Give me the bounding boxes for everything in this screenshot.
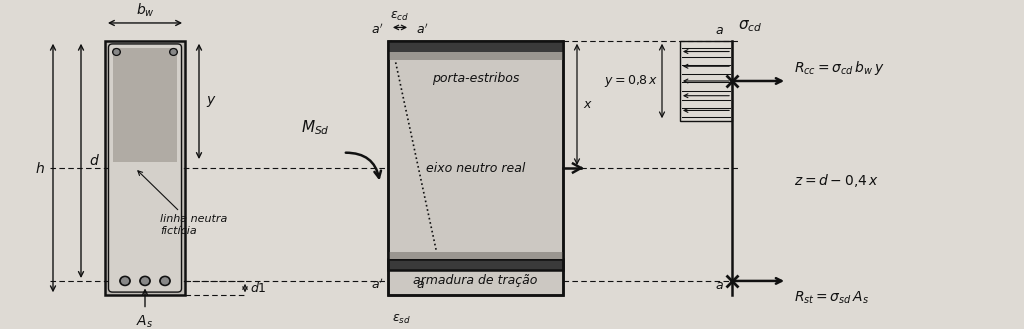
Text: $y$: $y$ <box>206 94 217 109</box>
Text: $a'$: $a'$ <box>372 277 384 292</box>
Bar <box>388 41 563 295</box>
Text: $z = d - 0{,}4\,x$: $z = d - 0{,}4\,x$ <box>794 172 879 190</box>
FancyBboxPatch shape <box>109 44 181 292</box>
Text: porta-estribos: porta-estribos <box>432 72 519 85</box>
Text: $a'$: $a'$ <box>416 23 428 37</box>
Text: $b_w$: $b_w$ <box>135 1 155 18</box>
Text: $x$: $x$ <box>583 98 593 111</box>
Text: $\sigma_{cd}$: $\sigma_{cd}$ <box>738 18 762 34</box>
Text: $y{=}0{,}8\,x$: $y{=}0{,}8\,x$ <box>603 73 658 89</box>
Text: $A_s$: $A_s$ <box>136 314 154 329</box>
Circle shape <box>160 276 170 286</box>
Circle shape <box>113 49 120 55</box>
Bar <box>105 41 185 295</box>
Text: $M_{Sd}$: $M_{Sd}$ <box>301 119 330 138</box>
Circle shape <box>170 49 177 55</box>
Text: $R_{cc} = \sigma_{cd}\,b_w\,y$: $R_{cc} = \sigma_{cd}\,b_w\,y$ <box>794 60 885 77</box>
Bar <box>388 52 563 60</box>
Bar <box>388 41 563 295</box>
Text: $\varepsilon_{cd}$: $\varepsilon_{cd}$ <box>390 10 410 23</box>
Bar <box>113 47 177 162</box>
Bar <box>388 41 563 52</box>
Text: $h$: $h$ <box>35 161 45 175</box>
Circle shape <box>171 50 176 54</box>
Circle shape <box>162 278 168 284</box>
Text: $d1$: $d1$ <box>250 281 266 295</box>
Text: $a$: $a$ <box>715 24 724 37</box>
Circle shape <box>141 278 148 284</box>
Text: armadura de tração: armadura de tração <box>414 273 538 287</box>
Circle shape <box>140 276 151 286</box>
Bar <box>388 252 563 259</box>
Text: linha neutra
fictícia: linha neutra fictícia <box>138 171 227 236</box>
Text: $R_{st} = \sigma_{sd}\,A_s$: $R_{st} = \sigma_{sd}\,A_s$ <box>794 290 869 306</box>
Bar <box>680 41 732 121</box>
Text: $a'$: $a'$ <box>372 23 384 37</box>
Bar <box>388 259 563 270</box>
Text: $a$: $a$ <box>715 279 724 291</box>
Text: $\varepsilon_{sd}$: $\varepsilon_{sd}$ <box>392 313 411 326</box>
Text: $a$: $a$ <box>416 278 425 291</box>
Text: eixo neutro real: eixo neutro real <box>426 162 525 174</box>
Circle shape <box>120 276 130 286</box>
Circle shape <box>122 278 128 284</box>
Text: $d$: $d$ <box>89 153 100 168</box>
Circle shape <box>114 50 119 54</box>
